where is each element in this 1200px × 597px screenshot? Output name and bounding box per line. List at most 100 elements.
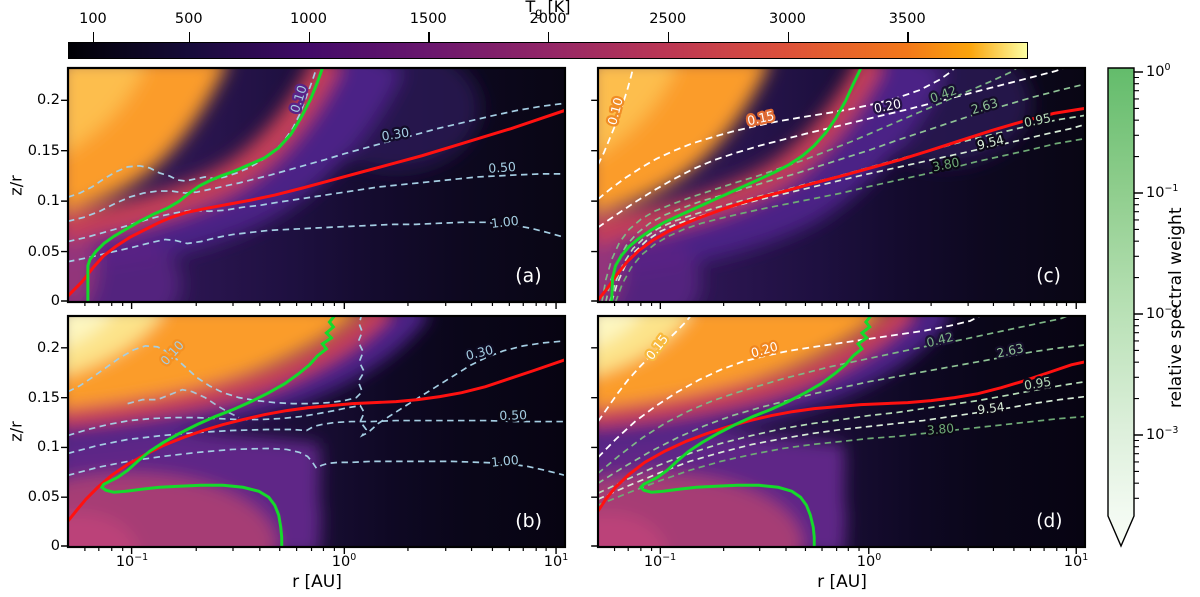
- contour-label: 3.80: [926, 421, 954, 438]
- x-tick-label: 101: [543, 552, 569, 570]
- contour-line-020: [598, 68, 1064, 229]
- contour-line-954: [610, 123, 1085, 302]
- y-tick-label: 0.2: [36, 340, 60, 356]
- colorbar-tick: [907, 32, 909, 42]
- y-tick-label: 0.05: [27, 244, 60, 260]
- panel-letter: (a): [515, 265, 541, 287]
- panel-c: 0.10 0.15 0.20 0.42 2.63 0.95 9.54 3.80 …: [591, 66, 1087, 310]
- x-tick-label: 10−1: [643, 552, 677, 570]
- x-major-ticks: [659, 547, 1077, 554]
- contour-label: 1.00: [490, 213, 519, 231]
- colorbar-tick-label: 2500: [649, 11, 687, 27]
- x-tick-label: 10−1: [115, 552, 149, 570]
- contour-line-380: [614, 137, 1085, 302]
- contour-line-095: [598, 380, 1085, 494]
- y-tick-label: 0.05: [27, 489, 60, 505]
- panel-b: 0.10 0.30 0.50 1.00 (b): [61, 314, 567, 554]
- panel-a-heatmap: 0.10 0.30 0.50 1.00 (a): [61, 66, 567, 310]
- colorbar-tick: [787, 32, 789, 42]
- y-major-ticks: [61, 347, 68, 547]
- panel-d-heatmap: 0.15 0.20 0.42 2.63 0.95 9.54 3.80 (d): [591, 314, 1087, 554]
- contour-line-263: [598, 344, 1085, 484]
- colorbar-tick-label: 2000: [529, 11, 567, 27]
- panel-border: [66, 314, 567, 549]
- colorbar-tick-label: 10−3: [1146, 425, 1179, 443]
- colorbar-tick-label: 1500: [409, 11, 447, 27]
- contour-line-263: [604, 83, 1085, 302]
- contour-line-010: [598, 68, 634, 166]
- y-major-ticks: [591, 99, 598, 302]
- panel-letter: (c): [1036, 266, 1061, 287]
- contour-line-030: [68, 340, 565, 438]
- contour-label: 1.00: [490, 452, 519, 470]
- heatmap-field: 0.15 0.20 0.42 2.63 0.95 9.54 3.80 (d): [598, 316, 1085, 547]
- colorbar-tick-label: 3500: [888, 11, 926, 27]
- contour-line-010: [68, 316, 366, 405]
- green-line: [86, 68, 324, 302]
- colorbar-tick: [667, 32, 670, 42]
- colorbar-tick-label: 500: [174, 11, 203, 27]
- contour-line-042: [601, 68, 1018, 302]
- x-minor-ticks: [84, 302, 547, 307]
- colorbar-tick: [188, 32, 191, 42]
- colorbar-title: Tg [K]: [525, 0, 571, 20]
- contour-line-015: [598, 316, 692, 423]
- colorbar-axis-label: relative spectral weight: [1166, 207, 1186, 409]
- panel-c-heatmap: 0.10 0.15 0.20 0.42 2.63 0.95 9.54 3.80 …: [591, 66, 1087, 310]
- colorbar-tick: [548, 32, 550, 42]
- panel-letter: (b): [515, 510, 542, 532]
- contour-line-100: [68, 447, 565, 477]
- green-line: [638, 316, 872, 547]
- panel-b-heatmap: 0.10 0.30 0.50 1.00 (b): [61, 314, 567, 554]
- red-line: [598, 360, 1085, 512]
- x-major-ticks: [130, 547, 557, 554]
- colorbar-tick-label: 3000: [769, 11, 806, 27]
- green-line: [610, 68, 863, 302]
- colorbar-body: [1107, 67, 1135, 548]
- red-line: [68, 358, 565, 523]
- contour-line-030: [68, 102, 565, 223]
- colorbar-minor-ticks: [1134, 76, 1139, 499]
- heatmap-field: 0.10 0.15 0.20 0.42 2.63 0.95 9.54 3.80 …: [598, 68, 1085, 302]
- panel-a: 0.10 0.30 0.50 1.00 (a): [61, 66, 567, 310]
- contour-label: 0.30: [381, 124, 411, 143]
- panel-border: [596, 314, 1087, 549]
- contour-line-020: [598, 316, 981, 459]
- contour-line-050: [68, 419, 565, 455]
- y-major-ticks: [591, 347, 598, 547]
- contour-label: 0.50: [488, 159, 517, 176]
- heatmap-field: 0.10 0.30 0.50 1.00 (b): [68, 316, 565, 547]
- x-tick-label: 100: [856, 552, 882, 570]
- x-tick-label: 100: [331, 552, 357, 570]
- colorbar-tick-label: 1000: [290, 11, 327, 27]
- contour-line-010: [68, 68, 318, 198]
- contour-line-010b: [127, 388, 240, 419]
- colorbar-major-ticks: [1134, 71, 1143, 436]
- colorbar-tick-label: 10−2: [1146, 304, 1179, 322]
- y-tick-label: 0.1: [36, 439, 60, 455]
- x-axis-label: r [AU]: [817, 572, 867, 592]
- panel-border: [66, 66, 567, 304]
- red-line: [68, 108, 565, 298]
- panel-border: [596, 66, 1087, 304]
- panel-d: 0.15 0.20 0.42 2.63 0.95 9.54 3.80 (d): [591, 314, 1087, 554]
- contour-line-015: [598, 68, 956, 200]
- colorbar-tick: [92, 32, 95, 42]
- colorbar-tick-label: 100: [79, 11, 107, 27]
- y-tick-label: 0.1: [36, 193, 60, 209]
- x-minor-ticks: [613, 302, 1068, 307]
- y-tick-label: 0.15: [27, 143, 60, 159]
- temperature-colorbar: Tg [K] 100 500 1000 1500 2000 2500 3000 …: [68, 0, 1028, 59]
- contour-label: 0.50: [499, 407, 527, 423]
- green-line: [99, 316, 336, 547]
- contour-label: 0.95: [1023, 375, 1052, 393]
- contour-line-380: [598, 415, 1085, 506]
- y-major-ticks: [61, 99, 68, 302]
- spectral-weight-colorbar: [1107, 67, 1143, 548]
- y-axis-label: z/r: [6, 421, 26, 442]
- x-axis-label: r [AU]: [292, 572, 342, 592]
- x-tick-label: 101: [1063, 552, 1089, 570]
- y-tick-label: 0.15: [27, 390, 60, 406]
- x-minor-ticks: [84, 547, 547, 551]
